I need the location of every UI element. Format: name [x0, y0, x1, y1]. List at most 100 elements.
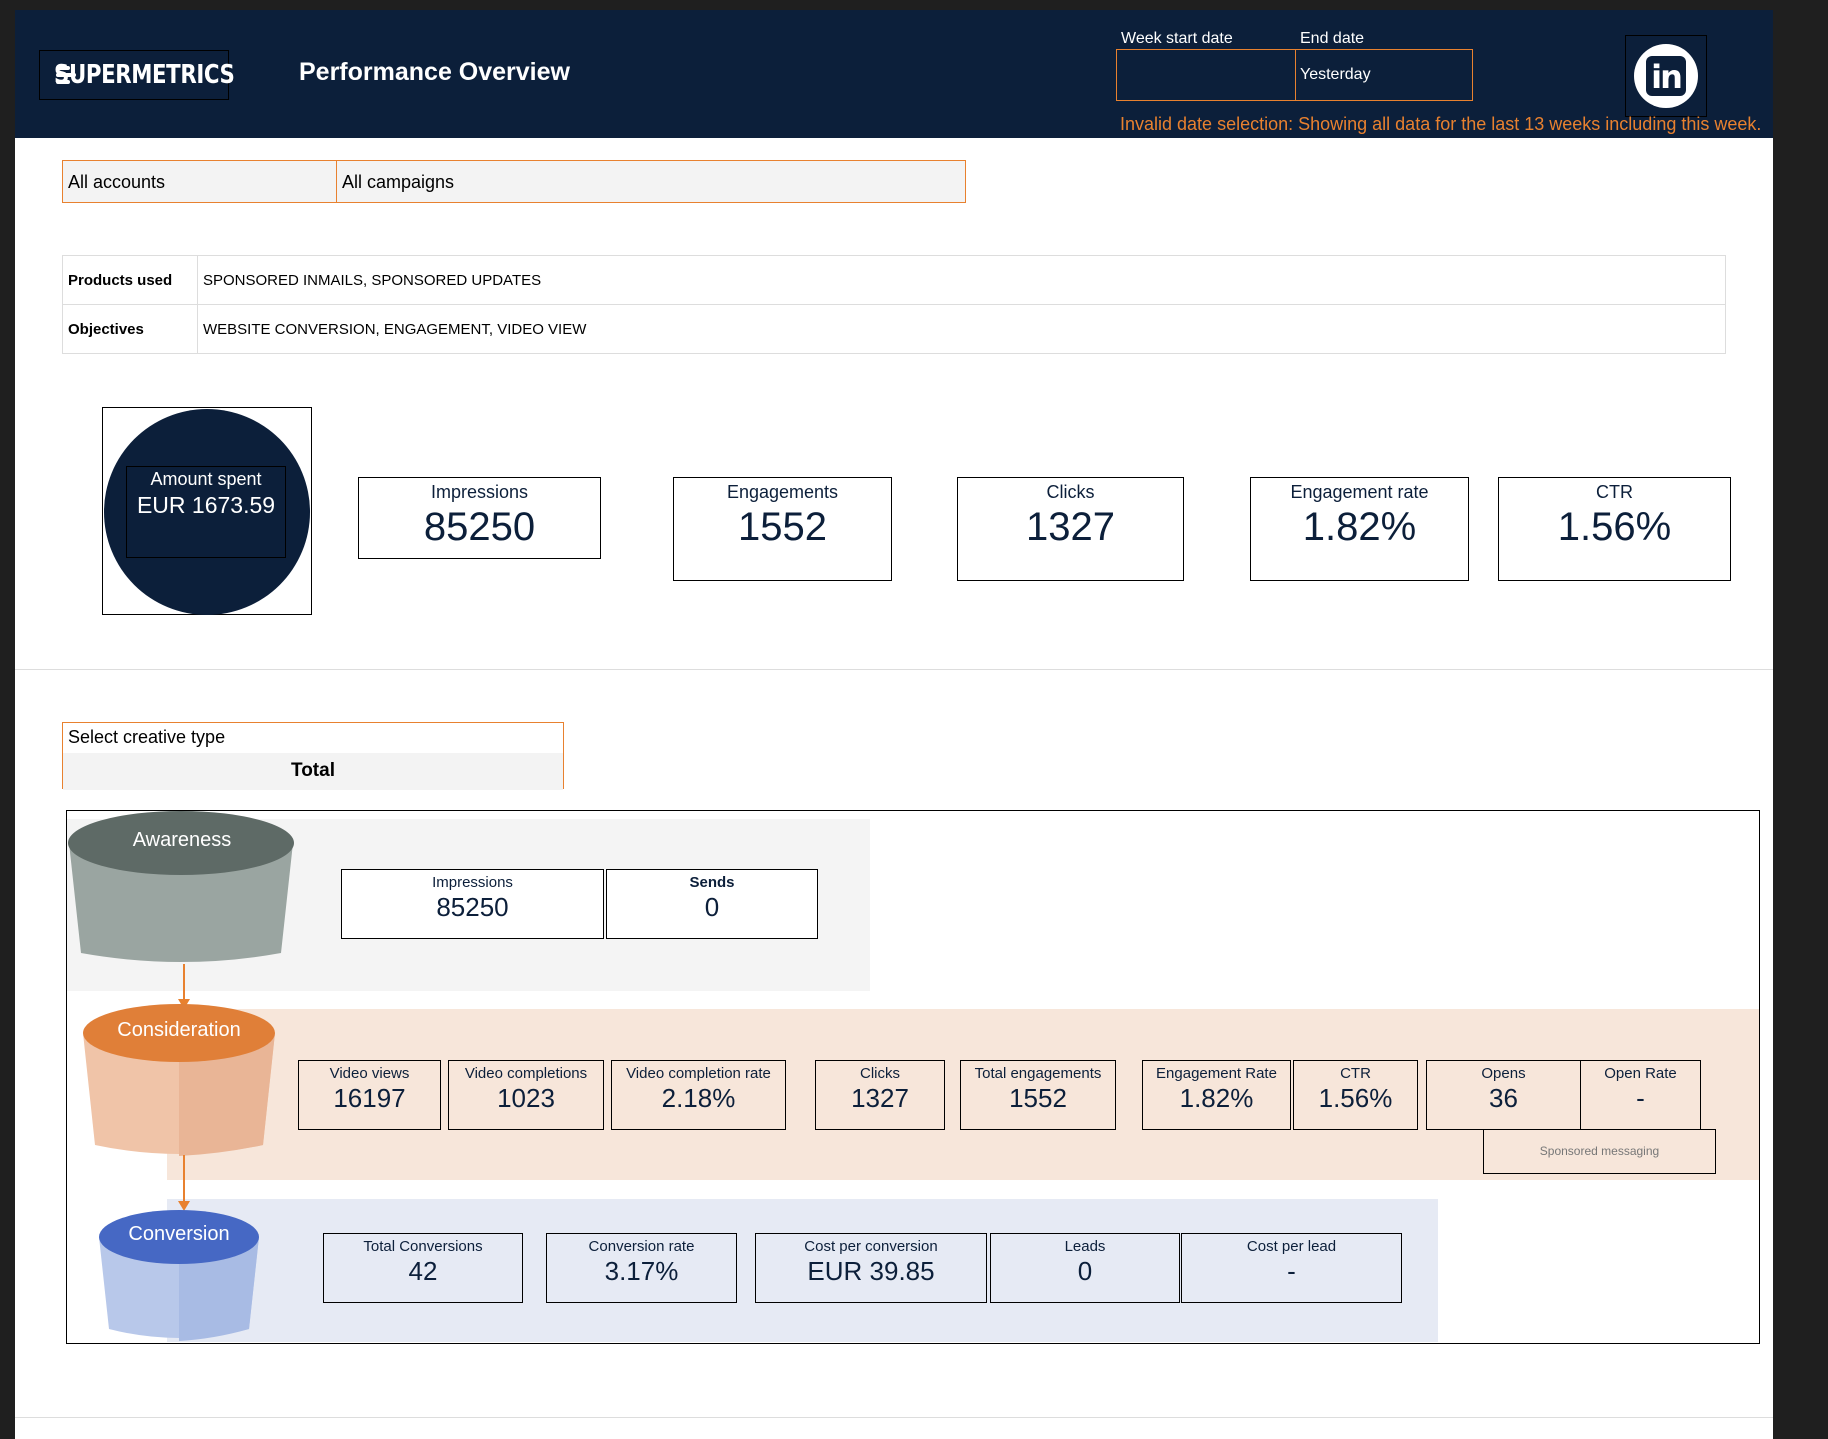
metric-label: Engagement Rate: [1156, 1065, 1277, 1082]
awareness-top: [68, 811, 294, 875]
video-views-metric: Video views 16197: [298, 1060, 441, 1130]
metric-value: 2.18%: [661, 1083, 736, 1113]
metric-value: 85250: [436, 892, 509, 922]
metric-label: Opens: [1481, 1065, 1526, 1082]
amount-spent-label: Amount spent: [150, 469, 262, 489]
amount-spent-scorecard: Amount spent EUR 1673.59: [102, 407, 312, 615]
total-engagements-metric: Total engagements 1552: [960, 1060, 1116, 1130]
arrow-head: [178, 999, 190, 1009]
impressions-scorecard: Impressions 85250: [358, 477, 601, 559]
products-value: SPONSORED INMAILS, SPONSORED UPDATES: [197, 255, 1726, 305]
metric-label: Video views: [329, 1065, 410, 1082]
clicks-value: 1327: [1026, 505, 1115, 549]
awareness-bucket: [69, 843, 293, 962]
campaigns-filter[interactable]: All campaigns: [336, 160, 966, 203]
date-warning: Invalid date selection: Showing all data…: [1120, 114, 1762, 134]
awareness-sends: Sends 0: [606, 869, 818, 939]
clicks-label: Clicks: [1046, 482, 1095, 502]
metric-label: Video completions: [464, 1065, 588, 1082]
divider: [15, 1417, 1773, 1418]
metric-label: Impressions: [432, 874, 513, 891]
video-completions-metric: Video completions 1023: [448, 1060, 604, 1130]
linkedin-logo: in: [1625, 35, 1707, 117]
funnel-frame: Awareness Consideration Conversion Impre…: [66, 810, 1760, 1344]
table-row: Products used SPONSORED INMAILS, SPONSOR…: [62, 255, 1726, 305]
metric-value: 0: [1077, 1256, 1093, 1286]
open-rate-metric: Open Rate -: [1580, 1060, 1701, 1130]
metric-label: Video completion rate: [626, 1065, 771, 1082]
consideration-bucket-shade: [179, 1033, 275, 1156]
awareness-impressions: Impressions 85250: [341, 869, 604, 939]
video-completion-rate-metric: Video completion rate 2.18%: [611, 1060, 786, 1130]
engagements-label: Engagements: [726, 482, 839, 502]
metric-label: Total Conversions: [363, 1238, 483, 1255]
cost-per-lead-metric: Cost per lead -: [1181, 1233, 1402, 1303]
sponsored-messaging-note: Sponsored messaging: [1483, 1129, 1716, 1174]
objectives-label: Objectives: [62, 304, 198, 354]
end-date-label: End date: [1300, 30, 1365, 47]
consideration-label: Consideration: [117, 1019, 241, 1041]
funnel-graphic: [68, 811, 294, 1341]
creative-type-value[interactable]: Total: [63, 753, 563, 790]
metric-label: Conversion rate: [588, 1238, 695, 1255]
metric-value: 1552: [1009, 1083, 1067, 1113]
week-start-input[interactable]: [1116, 49, 1296, 101]
amount-spent-circle: [104, 409, 310, 615]
metric-value: 3.17%: [604, 1256, 679, 1286]
creative-type-select[interactable]: Select creative type Total: [62, 722, 564, 790]
clicks-scorecard: Clicks 1327: [957, 477, 1184, 581]
metric-label: Cost per conversion: [804, 1238, 938, 1255]
report-sheet: SUPERMETRICS Performance Overview Week s…: [15, 10, 1773, 1439]
impressions-value: 85250: [423, 505, 536, 549]
metric-value: 42: [408, 1256, 438, 1286]
metric-label: Leads: [1064, 1238, 1106, 1255]
arrow-head: [178, 1201, 190, 1211]
metric-label: Open Rate: [1604, 1065, 1677, 1082]
metric-value: 1327: [851, 1083, 909, 1113]
ctr-scorecard: CTR 1.56%: [1498, 477, 1731, 581]
header-bar: SUPERMETRICS Performance Overview Week s…: [15, 10, 1773, 138]
metric-value: 1.82%: [1179, 1083, 1254, 1113]
conversion-top: [99, 1210, 259, 1264]
opens-metric: Opens 36: [1426, 1060, 1581, 1130]
linkedin-icon: in: [1646, 56, 1686, 96]
creative-type-label: Select creative type: [68, 727, 226, 747]
products-label: Products used: [62, 255, 198, 305]
metric-value: -: [1636, 1083, 1645, 1113]
metric-value: 16197: [333, 1083, 406, 1113]
metric-value: 1.56%: [1318, 1083, 1393, 1113]
metric-label: Sends: [689, 874, 735, 891]
leads-metric: Leads 0: [990, 1233, 1180, 1303]
metric-label: Clicks: [860, 1065, 900, 1082]
page-title: Performance Overview: [299, 58, 570, 86]
metric-value: 0: [704, 892, 720, 922]
accounts-filter[interactable]: All accounts: [62, 160, 337, 203]
consideration-top: [83, 1004, 275, 1062]
metric-value: EUR 39.85: [807, 1256, 935, 1286]
consideration-band: [167, 1009, 1759, 1180]
metric-value: -: [1287, 1256, 1296, 1286]
ctr-value: 1.56%: [1557, 505, 1672, 549]
clicks-metric: Clicks 1327: [815, 1060, 945, 1130]
amount-spent-value: EUR 1673.59: [136, 492, 276, 518]
conversion-label: Conversion: [128, 1223, 230, 1245]
table-row: Objectives WEBSITE CONVERSION, ENGAGEMEN…: [62, 304, 1726, 354]
engagements-value: 1552: [738, 505, 827, 549]
ctr-label: CTR: [1596, 482, 1633, 502]
impressions-label: Impressions: [430, 482, 529, 502]
metric-value: 1023: [497, 1083, 555, 1113]
cost-per-conversion-metric: Cost per conversion EUR 39.85: [755, 1233, 987, 1303]
engagement-rate-value: 1.82%: [1302, 505, 1417, 549]
objectives-value: WEBSITE CONVERSION, ENGAGEMENT, VIDEO VI…: [197, 304, 1726, 354]
metric-value: 36: [1489, 1083, 1518, 1113]
total-conversions-metric: Total Conversions 42: [323, 1233, 523, 1303]
metric-label: CTR: [1340, 1065, 1371, 1082]
metric-label: Cost per lead: [1246, 1238, 1337, 1255]
engagement-rate-label: Engagement rate: [1290, 482, 1429, 502]
end-date-input[interactable]: Yesterday: [1295, 49, 1473, 101]
supermetrics-logo: SUPERMETRICS: [39, 50, 235, 100]
engagement-rate-scorecard: Engagement rate 1.82%: [1250, 477, 1469, 581]
week-start-label: Week start date: [1121, 30, 1233, 47]
amount-spent-box: Amount spent EUR 1673.59: [126, 466, 286, 558]
ctr-metric: CTR 1.56%: [1293, 1060, 1418, 1130]
